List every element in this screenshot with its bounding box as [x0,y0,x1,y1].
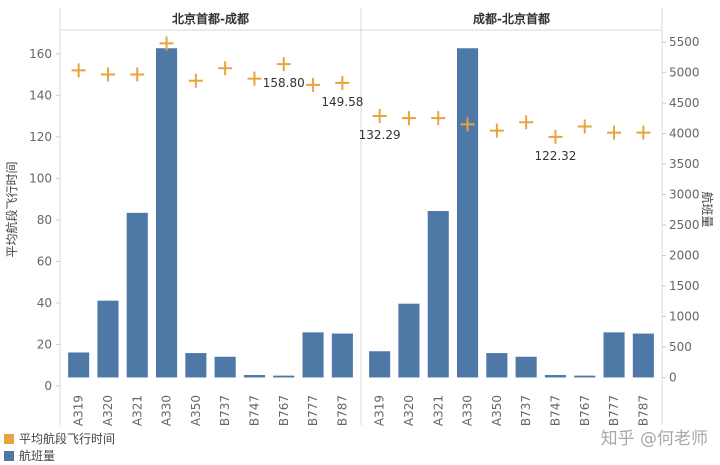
marker-avg-flight-time [548,129,563,144]
marker-avg-flight-time [577,119,592,134]
bar-flight-count [331,333,353,378]
left-axis-title: 平均航段飞行时间 [4,161,19,257]
marker-avg-flight-time [100,67,115,82]
right-axis-tick-label: 3000 [669,188,700,202]
x-category-label: B787 [335,395,349,426]
right-axis-tick-label: 1500 [669,279,700,293]
bar-flight-count [214,356,236,378]
bar-flight-count [574,375,596,378]
marker-avg-flight-time [247,71,262,86]
marker-avg-flight-time [276,57,291,72]
bar-flight-count [185,353,207,378]
bar-flight-count [68,352,90,378]
x-category-label: A330 [160,395,174,426]
x-category-label: B787 [636,395,650,426]
legend-item-avg-time: 平均航段飞行时间 [4,430,115,447]
x-category-label: B777 [306,395,320,426]
right-axis-tick-label: 0 [669,370,677,384]
data-label: 158.80 [263,76,305,90]
left-axis-tick-label: 0 [44,379,52,393]
marker-avg-flight-time [460,117,475,132]
bar-flight-count [398,303,420,378]
bar-flight-count [457,48,479,378]
bar-flight-count [156,48,178,378]
marker-avg-flight-time [489,123,504,138]
marker-avg-flight-time [71,63,86,78]
data-label: 132.29 [359,128,401,142]
x-category-label: B767 [578,395,592,426]
x-category-label: B777 [607,395,621,426]
bar-flight-count [302,332,324,378]
x-category-label: A321 [130,395,144,426]
x-category-label: A320 [101,395,115,426]
bar-flight-count [97,300,119,378]
x-category-label: A319 [72,395,86,426]
right-axis-title: 航班量 [700,191,715,227]
bar-flight-count [515,356,537,378]
right-axis-tick-label: 2500 [669,218,700,232]
left-axis-tick-label: 20 [37,337,52,351]
bar-flight-count [603,332,625,378]
bar-flight-count [369,351,391,378]
marker-avg-flight-time [636,125,651,140]
bar-flight-count [427,211,449,378]
marker-avg-flight-time [401,111,416,126]
left-axis-tick-label: 160 [29,47,52,61]
marker-avg-flight-time [306,77,321,92]
x-category-label: B747 [548,395,562,426]
x-category-label: B747 [247,395,261,426]
bar-flight-count [126,212,148,378]
x-category-label: A330 [461,395,475,426]
marker-avg-flight-time [519,115,534,130]
x-category-label: A321 [431,395,445,426]
right-axis-tick-label: 3500 [669,157,700,171]
marker-avg-flight-time [335,75,350,90]
marker-avg-flight-time [188,73,203,88]
left-axis-tick-label: 80 [37,213,52,227]
left-axis-tick-label: 40 [37,296,52,310]
bar-flight-count [486,353,508,378]
left-axis-tick-label: 140 [29,88,52,102]
right-axis-tick-label: 5500 [669,35,700,49]
x-category-label: A320 [402,395,416,426]
x-category-label: A350 [189,395,203,426]
legend-swatch-flight-count [4,450,14,461]
legend: 平均航段飞行时间 航班量 [4,430,115,464]
x-category-label: B767 [277,395,291,426]
bar-flight-count [243,375,265,378]
data-label: 122.32 [534,149,576,163]
bar-flight-count [273,375,295,378]
marker-avg-flight-time [218,61,233,76]
marker-avg-flight-time [607,125,622,140]
marker-avg-flight-time [431,111,446,126]
marker-avg-flight-time [372,109,387,124]
panel-title: 成都-北京首都 [473,11,550,26]
bar-flight-count [632,333,654,378]
legend-label-flight-count: 航班量 [19,449,56,463]
legend-label-avg-time: 平均航段飞行时间 [19,432,116,446]
left-axis-tick-label: 120 [29,130,52,144]
left-axis-tick-label: 60 [37,254,52,268]
legend-item-flight-count: 航班量 [4,447,115,464]
data-label: 149.58 [321,95,363,109]
right-axis-tick-label: 2000 [669,249,700,263]
left-axis-tick-label: 100 [29,171,52,185]
watermark: 知乎 @何老师 [600,429,708,449]
x-category-label: A319 [373,395,387,426]
right-axis-tick-label: 4500 [669,96,700,110]
marker-avg-flight-time [130,67,145,82]
panel-title: 北京首都-成都 [172,11,249,26]
bar-flight-count [544,375,566,378]
right-axis-tick-label: 5000 [669,66,700,80]
right-axis-tick-label: 4000 [669,127,700,141]
right-axis-tick-label: 1000 [669,309,700,323]
right-axis-tick-label: 500 [669,340,692,354]
x-category-label: A350 [490,395,504,426]
x-category-label: B737 [218,395,232,426]
marker-avg-flight-time [159,36,174,51]
x-category-label: B737 [519,395,533,426]
legend-swatch-avg-time [4,433,14,444]
